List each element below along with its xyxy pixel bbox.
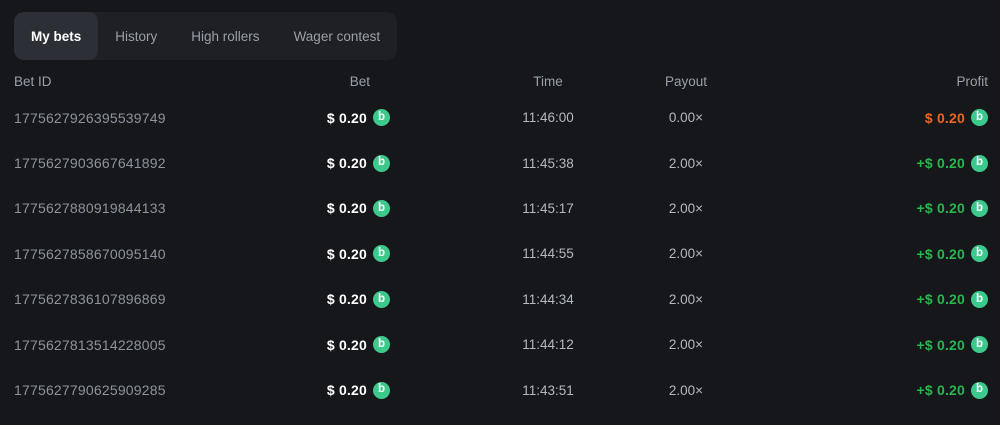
coin-icon: b [373,154,390,172]
bet-id-cell: 1775627858670095140 [14,245,166,262]
column-header-profit: Profit [956,73,988,89]
time-cell: 11:45:38 [522,155,574,171]
coin-icon: b [373,336,390,354]
coin-icon: b [373,199,390,217]
profit-cell: +$ 0.20 b [746,154,1000,172]
bet-cell: $ 0.20 b [310,336,390,354]
bet-id-cell: 1775627813514228005 [14,336,166,353]
bet-id-cell: 1775627880919844133 [14,200,166,217]
column-header-bet: Bet [349,73,370,89]
table-row[interactable]: 1775627903667641892 $ 0.20 b 11:45:38 2.… [0,140,1000,185]
bet-id-cell: 1775627836107896869 [14,291,166,308]
payout-cell: 2.00× [668,155,704,171]
coin-icon: b [373,290,390,308]
bet-amount: $ 0.20 [326,382,367,399]
bet-id-cell: 1775627790625909285 [14,382,166,399]
profit-cell: +$ 0.20 b [746,381,1000,399]
bet-amount: $ 0.20 [326,155,367,172]
bets-table: 1775627926395539749 $ 0.20 b 11:46:00 0.… [0,95,1000,413]
profit-amount: +$ 0.20 [916,245,965,262]
profit-amount: +$ 0.20 [916,336,965,353]
profit-amount: $ 0.20 [924,109,965,126]
table-row[interactable]: 1775627813514228005 $ 0.20 b 11:44:12 2.… [0,322,1000,367]
tab[interactable]: My bets [14,12,99,60]
profit-amount: +$ 0.20 [916,291,965,308]
profit-cell: +$ 0.20 b [746,245,1000,263]
column-header-time: Time [533,73,563,89]
profit-cell: +$ 0.20 b [746,336,1000,354]
table-header-row: Bet ID Bet Time Payout Profit [0,67,1000,95]
coin-icon: b [971,154,988,172]
coin-icon: b [373,109,390,127]
payout-cell: 2.00× [668,337,704,353]
bet-id-cell: 1775627926395539749 [14,109,166,126]
bet-amount: $ 0.20 [326,336,367,353]
bet-amount: $ 0.20 [326,109,367,126]
time-cell: 11:44:34 [522,291,574,307]
bet-id-cell: 1775627903667641892 [14,155,166,172]
column-header-bet-id: Bet ID [14,73,52,89]
bet-cell: $ 0.20 b [310,154,390,172]
tab[interactable]: Wager contest [277,12,398,60]
time-cell: 11:45:17 [522,200,574,216]
tab[interactable]: History [98,12,174,60]
bet-cell: $ 0.20 b [310,199,390,217]
coin-icon: b [971,381,988,399]
coin-icon: b [971,245,988,263]
time-cell: 11:46:00 [522,110,574,126]
coin-icon: b [373,245,390,263]
profit-cell: $ 0.20 b [746,109,1000,127]
profit-amount: +$ 0.20 [916,382,965,399]
coin-icon: b [373,381,390,399]
profit-cell: +$ 0.20 b [746,290,1000,308]
coin-icon: b [971,199,988,217]
coin-icon: b [971,290,988,308]
bet-cell: $ 0.20 b [310,245,390,263]
time-cell: 11:44:55 [522,246,574,262]
profit-amount: +$ 0.20 [916,155,965,172]
payout-cell: 2.00× [668,382,704,398]
payout-cell: 2.00× [668,246,704,262]
payout-cell: 2.00× [668,200,704,216]
time-cell: 11:43:51 [522,382,574,398]
bet-cell: $ 0.20 b [310,381,390,399]
payout-cell: 2.00× [668,291,704,307]
tab-bar: My bets History High rollers Wager conte… [14,12,398,60]
payout-cell: 0.00× [668,110,704,126]
tab[interactable]: High rollers [174,12,276,60]
table-row[interactable]: 1775627836107896869 $ 0.20 b 11:44:34 2.… [0,277,1000,322]
coin-icon: b [971,109,988,127]
table-row[interactable]: 1775627926395539749 $ 0.20 b 11:46:00 0.… [0,95,1000,140]
table-row[interactable]: 1775627880919844133 $ 0.20 b 11:45:17 2.… [0,186,1000,231]
tab-label: My bets [31,28,82,44]
time-cell: 11:44:12 [522,337,574,353]
bet-amount: $ 0.20 [326,291,367,308]
bet-cell: $ 0.20 b [310,109,390,127]
table-row[interactable]: 1775627790625909285 $ 0.20 b 11:43:51 2.… [0,367,1000,412]
profit-amount: +$ 0.20 [916,200,965,217]
tab-label: High rollers [191,28,260,44]
profit-cell: +$ 0.20 b [746,199,1000,217]
bet-amount: $ 0.20 [326,200,367,217]
bet-cell: $ 0.20 b [310,290,390,308]
coin-icon: b [971,336,988,354]
table-row[interactable]: 1775627858670095140 $ 0.20 b 11:44:55 2.… [0,231,1000,276]
tab-label: History [115,28,158,44]
tab-label: Wager contest [293,28,381,44]
bet-amount: $ 0.20 [326,245,367,262]
column-header-payout: Payout [664,73,708,89]
